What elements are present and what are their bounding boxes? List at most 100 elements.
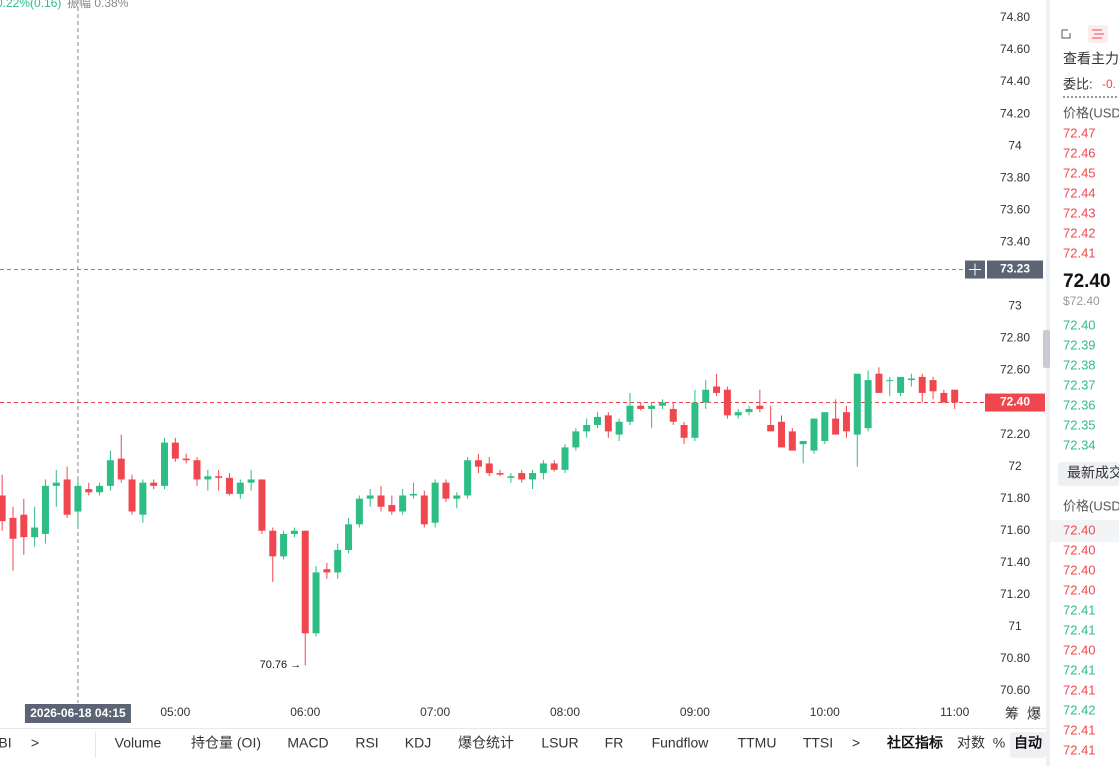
trade-price: 72.41 [1063,602,1096,617]
toolbar-item[interactable]: 持仓量 (OI) [191,735,261,751]
toolbar-item[interactable]: FR [605,735,624,751]
candle-body [691,402,699,438]
candle-body [767,424,775,432]
ask-price[interactable]: 72.44 [1063,185,1096,200]
toolbar-sep [95,732,96,758]
toolbar-item[interactable]: % [993,735,1005,751]
candle-body [74,485,82,512]
ask-price[interactable]: 72.42 [1063,225,1096,240]
auto-button-bg[interactable] [1010,732,1046,758]
candle-body [431,482,439,523]
candle-body [453,495,461,499]
candle-body [832,418,840,435]
toolbar-item[interactable]: TTSI [803,735,833,751]
candle-body [583,424,591,432]
y-tick-label: 72 [1008,459,1022,473]
ask-price[interactable]: 72.47 [1063,125,1096,140]
book-title: 查看主力 [1063,51,1119,67]
trade-price: 72.41 [1063,682,1096,697]
candle-body [702,389,710,403]
toolbar-item[interactable]: 社区指标 [886,735,943,751]
candle-body [247,479,255,483]
candle-body [940,392,948,403]
candle-body [550,463,558,470]
candle-body [106,460,114,486]
y-tick-label: 72.20 [1000,427,1030,441]
trades-tab-bg[interactable] [1058,462,1119,486]
trade-price: 72.40 [1063,562,1096,577]
candle-body [745,408,753,413]
ask-price[interactable]: 72.41 [1063,245,1096,260]
x-tick-label: 11:00 [940,705,969,719]
bid-price[interactable]: 72.36 [1063,397,1096,412]
amplitude-text: 振幅 0.38% [67,0,129,10]
ratio-label: 委比: [1063,76,1093,91]
toolbar-item[interactable]: Fundflow [652,735,710,751]
candle-body [810,418,818,451]
plus-icon[interactable] [969,263,981,276]
toolbar-item[interactable]: LSUR [541,735,578,751]
y-tick-label: 73.60 [1000,202,1030,216]
candle-body [615,421,623,435]
toolbar-item[interactable]: BI [0,735,12,751]
candle-body [918,376,926,393]
x-tick-label: 05:00 [160,705,190,719]
candle-body [409,493,417,496]
y-tick-label: 72.80 [1000,331,1030,345]
price-header: 价格(USD [1063,105,1119,120]
candle-body [637,405,645,409]
share-icon[interactable] [1061,29,1071,39]
toolbar-item[interactable]: Volume [115,735,162,751]
bid-price[interactable]: 72.35 [1063,417,1096,432]
panel-divider [1046,0,1050,766]
candle-body [204,476,212,480]
crosshair-price-box [987,260,1043,279]
toolbar-item[interactable]: 爆仓统计 [458,735,514,751]
candle-body [334,549,342,573]
ask-price[interactable]: 72.45 [1063,165,1096,180]
toolbar-item[interactable]: 自动 [1014,735,1042,751]
candle-body [496,473,504,475]
candle-body [788,431,796,451]
candle-body [485,463,493,474]
bid-price[interactable]: 72.34 [1063,437,1096,452]
candle-body [734,412,742,416]
candle-body [572,431,580,448]
candle-body [388,505,396,512]
collapse-handle[interactable] [1043,330,1050,368]
trades-title[interactable]: 最新成交 [1067,465,1119,481]
x-tick-label: 10:00 [810,705,840,719]
candle-body [225,477,233,494]
change-text: 0.22%(0.16) [0,0,61,10]
book-last: 72.40 [1063,271,1111,292]
y-tick-label: 71.20 [1000,587,1030,601]
candle-body [182,458,190,461]
toolbar-item[interactable]: MACD [287,735,328,751]
crosshair-time: 2026-06-18 04:15 [30,706,126,720]
candle-body [20,514,28,538]
toolbar-item[interactable]: KDJ [405,735,431,751]
toolbar-item[interactable]: TTMU [738,735,777,751]
candle-body [907,378,915,381]
ask-price[interactable]: 72.43 [1063,205,1096,220]
candle-body [52,482,60,486]
candle-body [821,412,829,441]
bid-price[interactable]: 72.38 [1063,357,1096,372]
candle-body [215,476,223,478]
bid-price[interactable]: 72.39 [1063,337,1096,352]
y-tick-label: 70.60 [1000,683,1030,697]
candle-body [723,389,731,416]
toolbar-item[interactable]: RSI [355,735,378,751]
axis-button[interactable]: 爆 [1027,706,1041,722]
bid-price[interactable]: 72.37 [1063,377,1096,392]
toolbar-item[interactable]: > [31,735,39,751]
bid-price[interactable]: 72.40 [1063,317,1096,332]
trade-price: 72.42 [1063,702,1096,717]
toolbar-item[interactable]: 对数 [957,735,985,751]
trade-price: 72.40 [1063,542,1096,557]
ask-price[interactable]: 72.46 [1063,145,1096,160]
toolbar-item[interactable]: > [852,735,860,751]
candle-body [658,402,666,406]
axis-button[interactable]: 筹 [1005,706,1019,722]
x-tick-label: 09:00 [680,705,710,719]
